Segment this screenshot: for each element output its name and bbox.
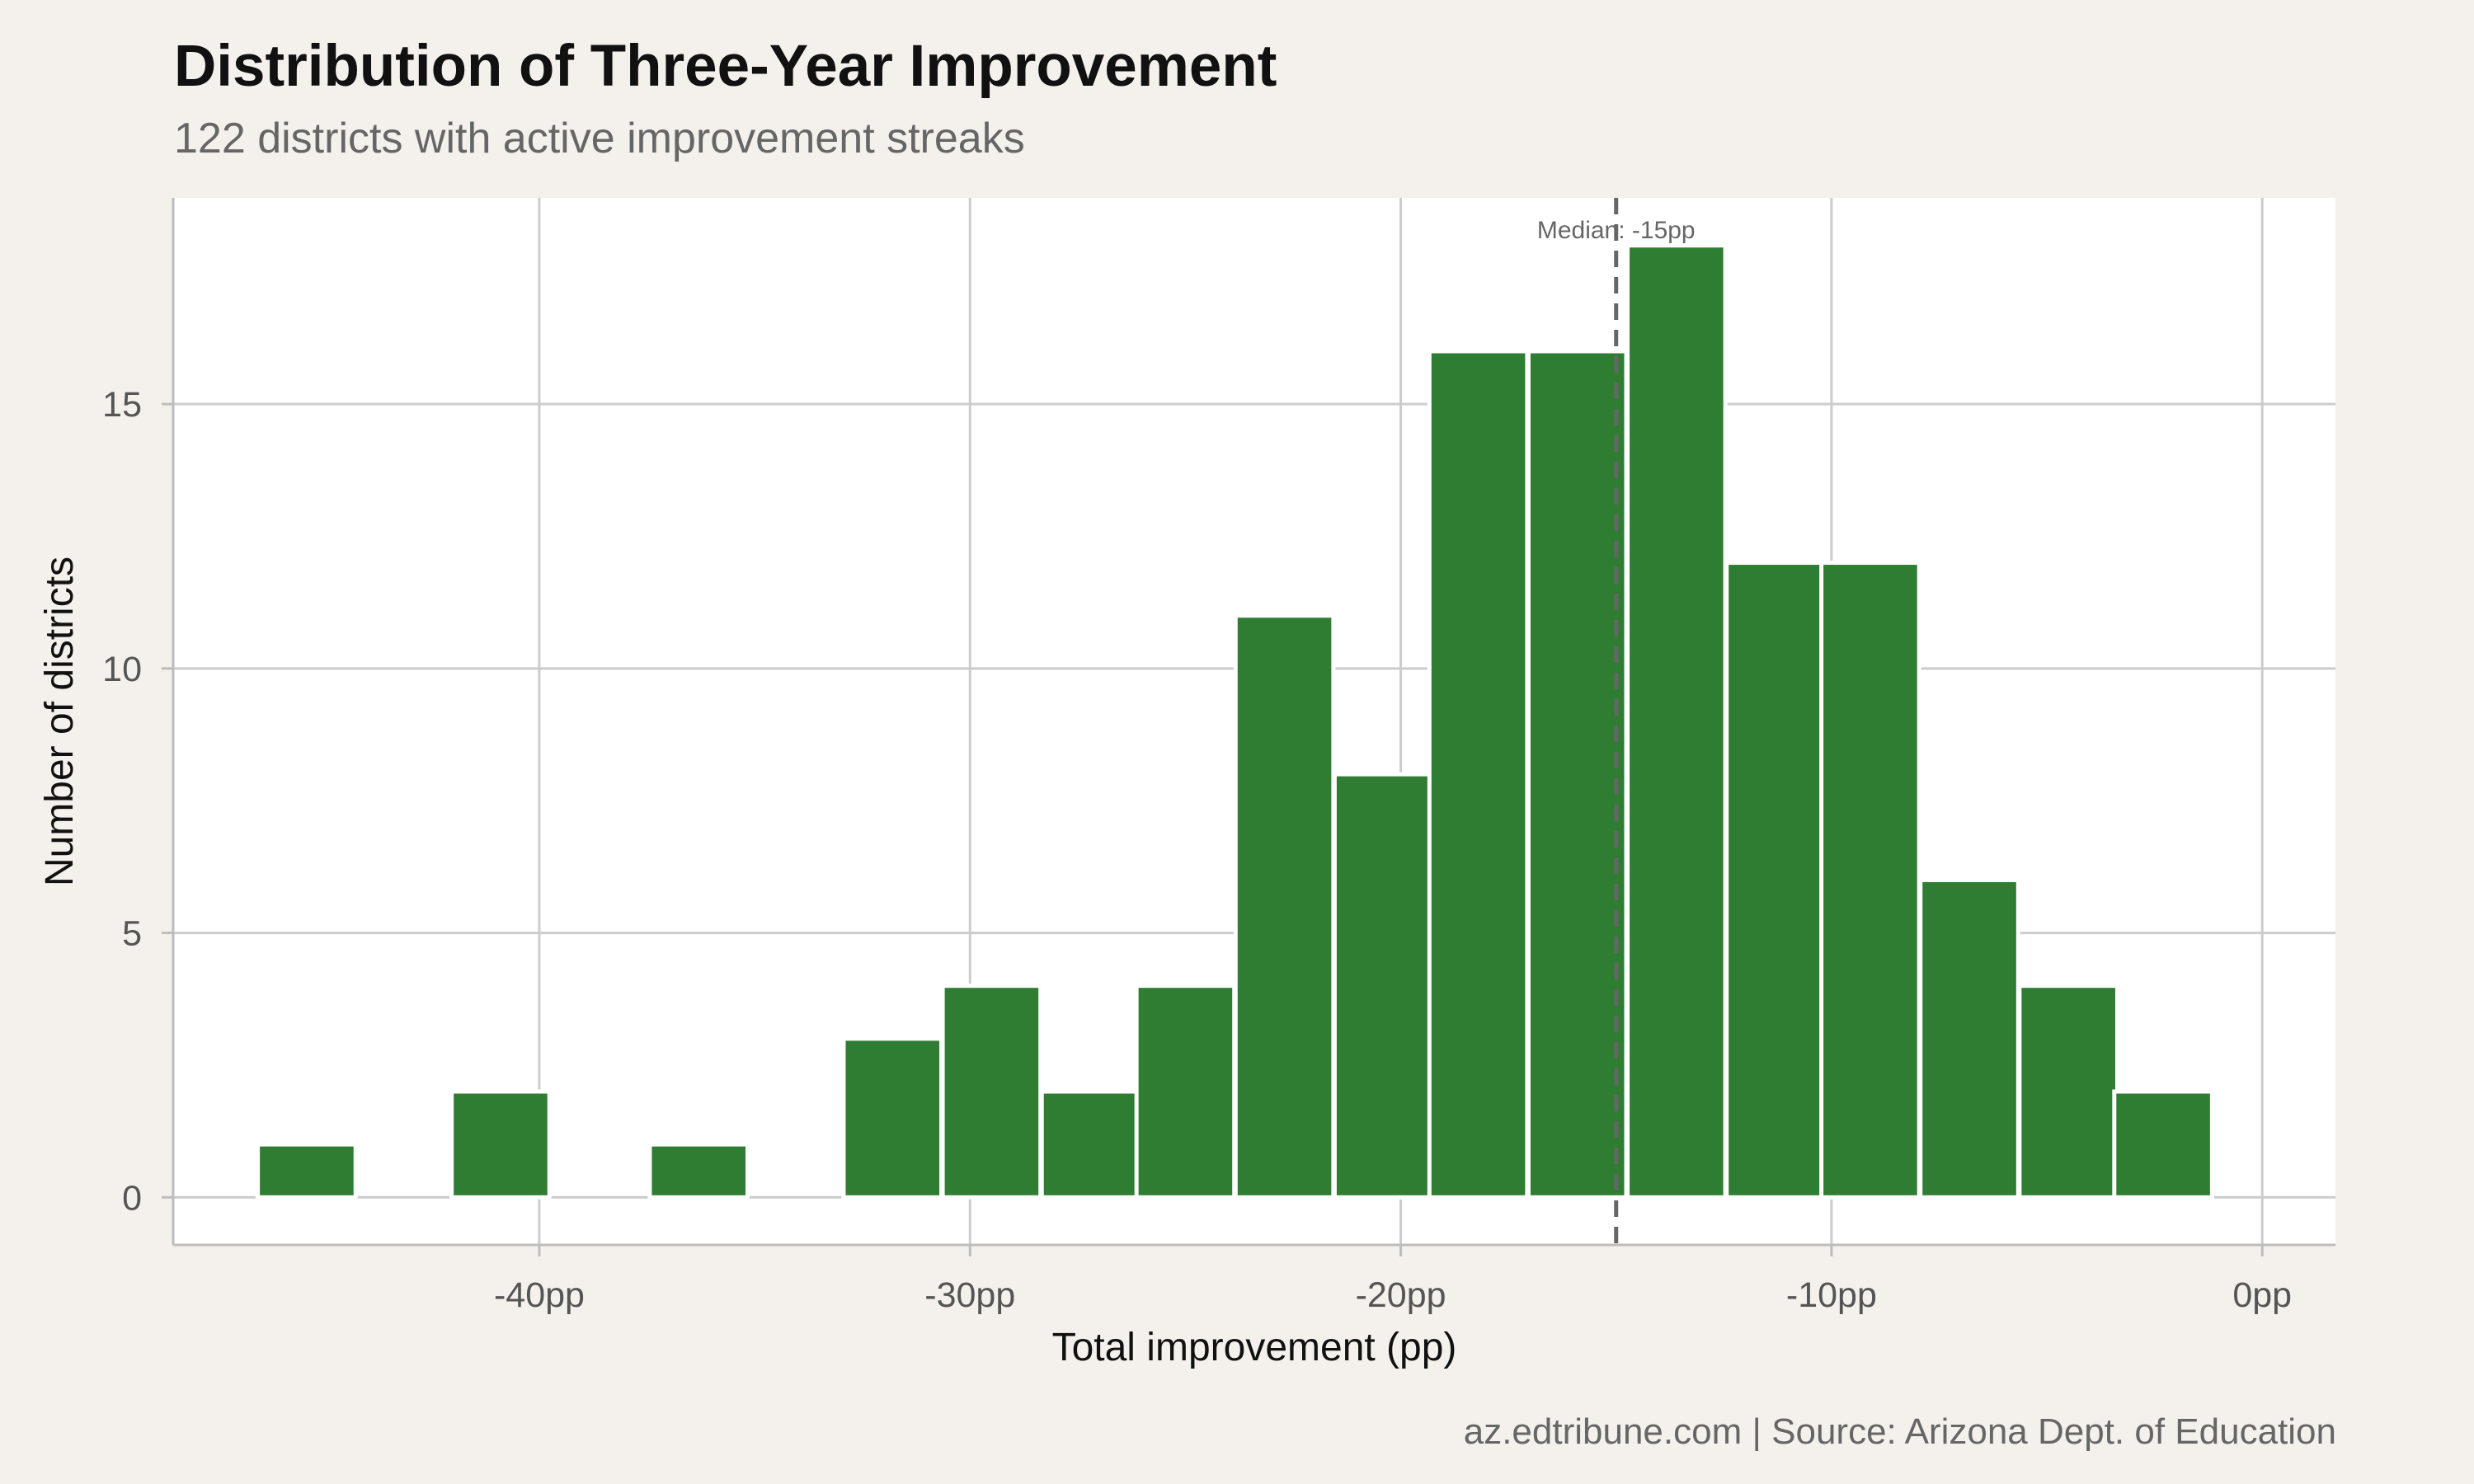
histogram-bar: [1724, 561, 1827, 1200]
histogram-bar: [841, 1036, 944, 1200]
histogram-bars: [256, 243, 2214, 1200]
histogram-bar: [2017, 984, 2119, 1200]
histogram-bar: [1526, 349, 1629, 1200]
x-tick-label: 0pp: [2232, 1275, 2292, 1315]
histogram-bar: [1918, 877, 2020, 1200]
histogram-bar: [1427, 349, 1530, 1200]
x-tick-label: -10pp: [1786, 1275, 1877, 1315]
histogram-bar: [940, 984, 1043, 1200]
y-tick-label: 0: [122, 1178, 142, 1218]
histogram-bar: [256, 1142, 358, 1200]
histogram-bar: [1819, 561, 1921, 1200]
histogram-bar: [1039, 1089, 1142, 1200]
x-axis-title: Total improvement (pp): [1052, 1326, 1457, 1369]
histogram-bar: [1233, 613, 1336, 1200]
histogram-bar: [1332, 772, 1435, 1200]
axes: [172, 198, 2335, 1247]
median-label: Median: -15pp: [1537, 217, 1696, 244]
histogram-bar: [2112, 1089, 2214, 1200]
y-tick-label: 5: [122, 914, 142, 954]
histogram-bar: [1625, 243, 1728, 1200]
x-tick-label: -20pp: [1356, 1275, 1446, 1315]
histogram-bar: [1134, 984, 1237, 1200]
chart-subtitle: 122 districts with active improvement st…: [174, 115, 1025, 162]
y-axis-title: Number of districts: [38, 556, 82, 886]
y-tick-label: 10: [102, 650, 142, 689]
histogram-bar: [647, 1142, 750, 1200]
median-marker: Median: -15pp: [1537, 198, 1696, 1245]
x-tick-label: -40pp: [494, 1275, 585, 1315]
chart-caption: az.edtribune.com | Source: Arizona Dept.…: [1463, 1411, 2336, 1452]
histogram-bar: [449, 1089, 552, 1200]
tick-labels: -40pp -30pp -20pp -10pp 0pp 0 5 10 15: [102, 385, 2292, 1315]
y-tick-label: 15: [102, 385, 142, 425]
chart-title: Distribution of Three-Year Improvement: [174, 34, 1277, 99]
x-tick-label: -30pp: [924, 1275, 1015, 1315]
